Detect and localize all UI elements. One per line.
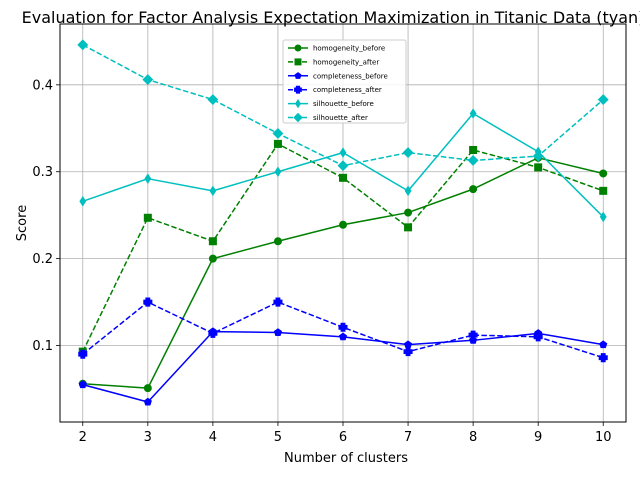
y-tick-label: 0.4	[32, 78, 53, 93]
data-point	[274, 166, 282, 178]
data-point	[295, 98, 301, 109]
data-point	[598, 353, 608, 363]
legend-label: completeness_after	[313, 86, 382, 94]
x-tick-label: 8	[469, 430, 477, 445]
data-point	[143, 397, 152, 406]
data-point	[468, 330, 478, 340]
data-point	[144, 173, 152, 184]
legend-label: homogeneity_after	[313, 58, 379, 66]
data-point	[273, 139, 282, 148]
data-point	[293, 112, 303, 123]
legend-entry: silhouette_before	[288, 98, 374, 109]
y-tick-label: 0.2	[32, 252, 53, 267]
data-point	[273, 328, 283, 336]
legend-label: silhouette_after	[313, 114, 368, 122]
data-point	[599, 169, 608, 178]
legend-label: completeness_before	[313, 72, 388, 80]
x-tick-label: 9	[534, 430, 542, 445]
data-point	[533, 332, 543, 342]
legend-entry: completeness_after	[288, 85, 382, 94]
legend-entry: homogeneity_before	[288, 45, 385, 53]
data-point	[339, 220, 347, 229]
plot-series	[77, 39, 609, 406]
legend-entry: silhouette_after	[288, 112, 368, 123]
data-point	[599, 340, 608, 349]
x-tick-label: 7	[404, 430, 412, 445]
data-point	[208, 328, 218, 338]
data-point	[208, 237, 217, 246]
data-point	[78, 349, 88, 359]
legend: homogeneity_before homogeneity_aftercompl…	[282, 39, 407, 124]
data-point	[339, 173, 347, 182]
data-point	[143, 213, 152, 222]
data-point	[469, 108, 477, 119]
data-point	[273, 237, 282, 246]
x-tick-label: 3	[144, 430, 152, 445]
data-point	[597, 94, 609, 106]
series-silhouette_before	[79, 108, 607, 223]
legend-entry: completeness_before	[288, 72, 388, 80]
data-point	[209, 185, 217, 197]
x-tick-label: 6	[339, 430, 347, 445]
data-point	[338, 322, 348, 332]
data-point	[404, 223, 413, 232]
data-point	[404, 208, 413, 217]
data-point	[272, 128, 284, 139]
axis-ticks: 2 3 4 5 6 7 8 9 10 0.1 0.2 0.3 0.4	[32, 78, 611, 445]
data-point	[534, 163, 543, 172]
series-silhouette_after	[77, 39, 609, 172]
data-point	[337, 160, 349, 172]
x-axis-label: Number of clusters	[284, 451, 408, 466]
data-point	[404, 185, 412, 197]
data-point	[469, 146, 478, 155]
legend-box	[282, 39, 407, 124]
x-tick-label: 10	[595, 430, 612, 445]
data-point	[143, 297, 153, 307]
data-point	[79, 195, 87, 207]
data-point	[207, 94, 219, 106]
data-point	[294, 44, 302, 52]
data-point	[339, 147, 347, 158]
data-point	[78, 380, 87, 389]
data-point	[294, 58, 302, 66]
data-point	[143, 384, 152, 393]
data-point	[532, 150, 544, 162]
data-point	[77, 39, 89, 51]
data-point	[403, 347, 413, 357]
y-axis-label: Score	[15, 205, 30, 241]
data-point	[469, 185, 478, 194]
x-tick-label: 4	[209, 430, 217, 445]
data-point	[294, 72, 302, 79]
data-point	[273, 297, 283, 307]
data-point	[467, 155, 479, 166]
data-point	[294, 85, 302, 94]
legend-entry: homogeneity_after	[288, 58, 379, 66]
x-tick-label: 5	[274, 430, 282, 445]
data-point	[402, 147, 414, 159]
data-point	[599, 186, 608, 195]
x-tick-label: 2	[79, 430, 87, 445]
y-tick-label: 0.3	[32, 165, 53, 180]
data-point	[599, 211, 607, 223]
data-point	[142, 74, 154, 86]
grid	[60, 24, 626, 422]
series-completeness_after	[78, 297, 608, 363]
legend-label: homogeneity_before	[313, 45, 385, 53]
data-point	[208, 254, 217, 263]
legend-label: silhouette_before	[313, 100, 374, 108]
chart-title: Evaluation for Factor Analysis Expectati…	[22, 8, 640, 27]
data-point	[338, 332, 348, 341]
y-tick-label: 0.1	[32, 339, 53, 354]
